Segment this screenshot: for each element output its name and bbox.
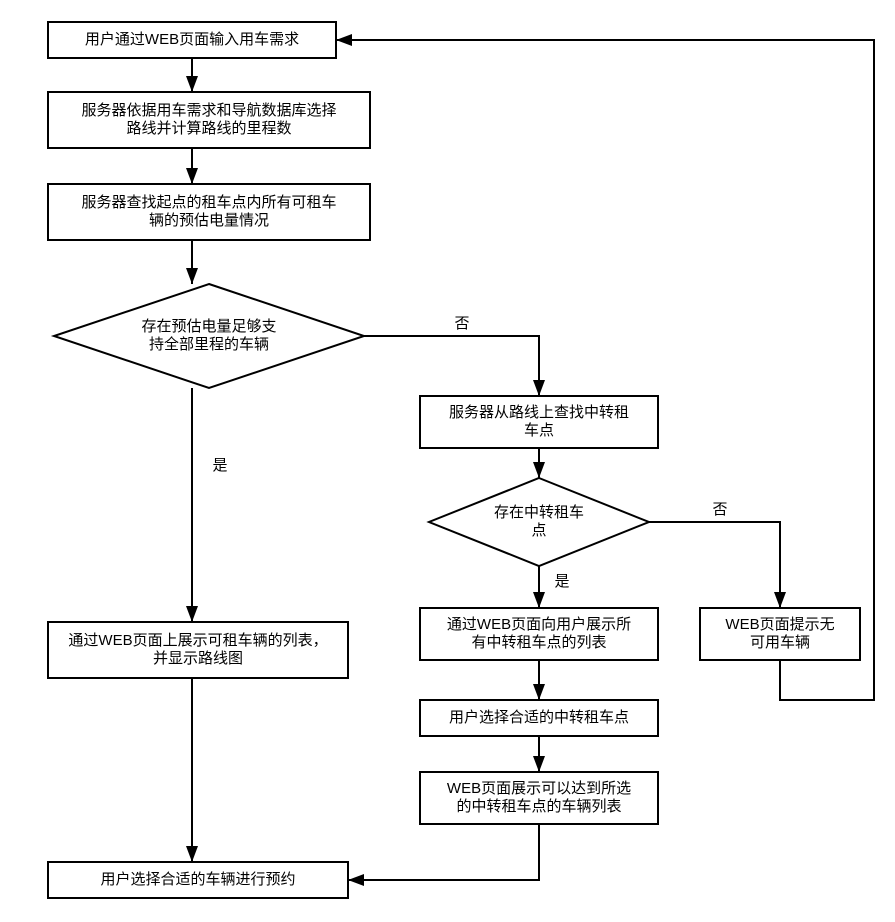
node-text: 用户选择合适的中转租车点 [449,709,629,726]
node-text: 存在预估电量足够支 [141,318,276,335]
process-node: 服务器从路线上查找中转租车点 [420,396,658,448]
process-node: WEB页面展示可以达到所选的中转租车点的车辆列表 [420,772,658,824]
process-node: 通过WEB页面上展示可租车辆的列表，并显示路线图 [48,622,348,678]
process-node: 服务器依据用车需求和导航数据库选择路线并计算路线的里程数 [48,92,370,148]
flowchart-diagram: 是否是否用户通过WEB页面输入用车需求服务器依据用车需求和导航数据库选择路线并计… [0,0,895,922]
node-text: 路线并计算路线的里程数 [126,119,291,137]
process-node: 用户通过WEB页面输入用车需求 [48,22,336,58]
node-text: 通过WEB页面向用户展示所 [447,616,631,633]
node-text: 可用车辆 [750,634,810,651]
node-text: 用户选择合适的车辆进行预约 [100,871,295,888]
process-node: 通过WEB页面向用户展示所有中转租车点的列表 [420,608,658,660]
process-node: 服务器查找起点的租车点内所有可租车辆的预估电量情况 [48,184,370,240]
edge-label: 否 [454,315,469,332]
flow-edge [348,824,539,880]
node-text: 服务器依据用车需求和导航数据库选择 [81,102,336,119]
flow-edge [649,522,780,608]
process-node: WEB页面提示无可用车辆 [700,608,860,660]
node-text: 点 [531,522,546,539]
edge-label: 是 [212,457,227,474]
node-text: 服务器查找起点的租车点内所有可租车 [81,194,336,211]
node-text: 持全部里程的车辆 [149,335,269,353]
edge-label: 是 [554,573,569,590]
process-node: 用户选择合适的中转租车点 [420,700,658,736]
flow-edge [336,40,874,700]
node-text: 通过WEB页面上展示可租车辆的列表， [68,632,327,649]
node-text: 有中转租车点的列表 [471,634,606,651]
node-text: WEB页面展示可以达到所选 [447,780,631,797]
node-text: 并显示路线图 [153,650,243,667]
node-text: 的中转租车点的车辆列表 [456,798,621,815]
node-text: 车点 [524,422,554,439]
flow-edge [364,336,539,396]
node-text: 服务器从路线上查找中转租 [449,404,629,421]
node-text: 用户通过WEB页面输入用车需求 [85,31,299,48]
node-text: WEB页面提示无 [725,616,834,633]
node-text: 存在中转租车 [494,504,584,521]
decision-node: 存在预估电量足够支持全部里程的车辆 [54,284,364,388]
decision-node: 存在中转租车点 [429,478,649,566]
node-text: 辆的预估电量情况 [149,212,269,229]
process-node: 用户选择合适的车辆进行预约 [48,862,348,898]
edge-label: 否 [712,501,727,518]
